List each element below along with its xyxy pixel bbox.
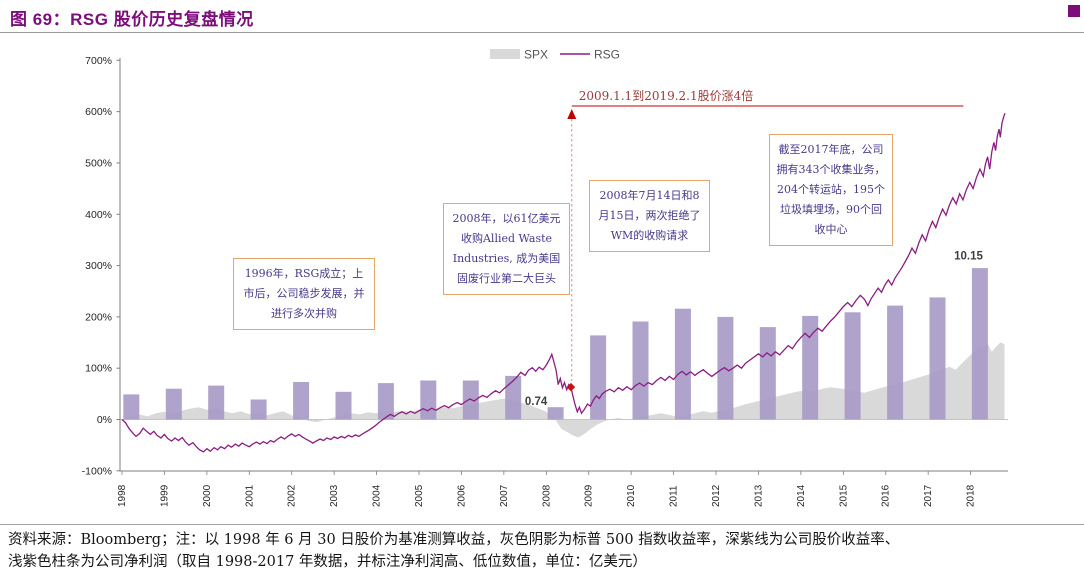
svg-text:700%: 700% [85, 55, 112, 67]
svg-text:2012: 2012 [711, 484, 722, 507]
profit-bar-2003 [335, 391, 352, 420]
svg-text:300%: 300% [85, 260, 112, 272]
growth-annotation-text: 2009.1.1到2019.2.1股价涨4倍 [579, 88, 754, 103]
source-note: 资料来源：Bloomberg；注：以 1998 年 6 月 30 日股价为基准测… [0, 524, 1084, 577]
legend-spx-swatch [490, 49, 520, 59]
svg-text:1998: 1998 [117, 484, 128, 507]
svg-text:2003: 2003 [329, 484, 340, 507]
annotation-box-4: 截至2017年底，公司拥有343个收集业务，204个转运站，195个垃圾填埋场，… [769, 134, 893, 246]
profit-bar-2009 [590, 335, 607, 420]
annotation-box-1: 1996年，RSG成立；上市后，公司稳步发展，并进行多次并购 [233, 258, 375, 330]
source-note-line-1: 资料来源：Bloomberg；注：以 1998 年 6 月 30 日股价为基准测… [8, 532, 900, 548]
profit-bar-2015 [844, 312, 861, 420]
svg-text:2017: 2017 [923, 484, 934, 507]
profit-bar-2011 [674, 308, 691, 420]
figure-title: 图 69：RSG 股价历史复盘情况 [10, 10, 254, 29]
crash-marker-icon [566, 382, 576, 392]
profit-bar-2007 [505, 375, 522, 420]
svg-text:1999: 1999 [159, 484, 170, 507]
profit-bar-1998 [123, 394, 140, 420]
source-note-line-2: 浅紫色柱条为公司净利润（取自 1998-2017 年数据，并标注净利润高、低位数… [8, 554, 647, 570]
rsg-line-series [121, 112, 1006, 453]
profit-bar-2010 [632, 321, 649, 420]
profit-bar-2013 [759, 327, 776, 420]
svg-text:2002: 2002 [287, 484, 298, 507]
profit-bar-2018 [971, 268, 988, 420]
annotation-box-3: 2008年7月14日和8月15日，两次拒绝了WM的收购请求 [589, 180, 710, 252]
svg-text:2013: 2013 [753, 484, 764, 507]
svg-text:0%: 0% [97, 414, 112, 426]
svg-text:2005: 2005 [414, 484, 425, 507]
growth-annotation: 2009.1.1到2019.2.1股价涨4倍 [566, 88, 964, 392]
up-arrow-icon [567, 108, 577, 119]
svg-text:2000: 2000 [202, 484, 213, 507]
profit-bar-2016 [887, 305, 904, 420]
profit-bar-2005 [420, 380, 437, 420]
svg-text:100%: 100% [85, 363, 112, 375]
svg-text:2015: 2015 [838, 484, 849, 507]
profit-value-labels: 0.74 10.15 [525, 250, 984, 408]
profit-bar-2004 [377, 383, 394, 420]
profit-bar-2001 [250, 399, 267, 420]
svg-text:2009: 2009 [584, 484, 595, 507]
title-divider [0, 32, 1084, 33]
profit-bar-2000 [208, 385, 225, 420]
svg-text:RSG: RSG [594, 48, 620, 62]
svg-text:2010: 2010 [626, 484, 637, 507]
svg-text:600%: 600% [85, 106, 112, 118]
svg-text:2004: 2004 [372, 484, 383, 507]
svg-text:200%: 200% [85, 311, 112, 323]
svg-text:2006: 2006 [456, 484, 467, 507]
svg-text:2014: 2014 [796, 484, 807, 507]
profit-value-label: 0.74 [525, 396, 548, 408]
profit-value-label: 10.15 [954, 250, 983, 262]
chart-canvas: -100% 0% 100% 200% 300% 400% 500% 600% 700% 1998 1… [82, 48, 1008, 507]
profit-bar-2014 [802, 315, 819, 420]
annotation-box-2: 2008年，以61亿美元收购Allied Waste Industries, 成… [443, 203, 570, 295]
svg-text:2008: 2008 [541, 484, 552, 507]
svg-text:2016: 2016 [881, 484, 892, 507]
profit-bar-2017 [929, 297, 946, 420]
svg-text:SPX: SPX [524, 48, 548, 62]
svg-text:2018: 2018 [966, 484, 977, 507]
profit-bar-1999 [165, 388, 182, 420]
profit-bar-2008 [547, 407, 564, 420]
axes: -100% 0% 100% 200% 300% 400% 500% 600% 700% 1998 1… [82, 55, 1008, 507]
svg-text:400%: 400% [85, 209, 112, 221]
corner-decoration [1068, 5, 1080, 17]
spx-area-series [122, 342, 1005, 438]
profit-bar-2002 [293, 382, 310, 420]
svg-text:2001: 2001 [244, 484, 255, 507]
svg-text:2007: 2007 [499, 484, 510, 507]
chart-legend: SPX RSG [490, 48, 620, 62]
svg-text:-100%: -100% [82, 465, 112, 477]
stock-history-chart: -100% 0% 100% 200% 300% 400% 500% 600% 700% 1998 1… [82, 48, 1008, 507]
svg-text:500%: 500% [85, 157, 112, 169]
svg-text:2011: 2011 [669, 485, 680, 507]
